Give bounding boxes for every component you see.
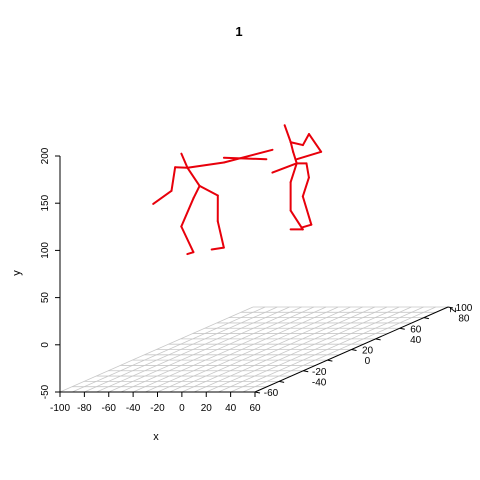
figure-segment [222, 156, 268, 161]
figure-segment [186, 161, 225, 169]
figure-segment [170, 166, 177, 192]
z-tick-label: 80 [458, 314, 470, 325]
figure-lines [152, 124, 323, 256]
x-axis-label: x [153, 431, 159, 443]
figure-segment [271, 162, 298, 174]
x-tick-label: 20 [201, 403, 213, 414]
z-tick-label: -60 [264, 388, 279, 399]
figure-segment [301, 176, 310, 198]
y-tick-label: 50 [40, 292, 51, 304]
z-tick-mark [327, 359, 333, 362]
figure-segment [198, 184, 219, 197]
z-tick-label: 20 [362, 346, 374, 357]
figure-segment [174, 166, 189, 169]
z-tick-label: 40 [410, 335, 422, 346]
figure-segment [180, 197, 195, 228]
z-tick-mark [303, 370, 309, 373]
x-tick-label: -100 [50, 403, 70, 414]
floor-grid [59, 306, 449, 393]
z-tick-mark [447, 306, 454, 309]
z-tick-mark [351, 349, 357, 351]
figure-segment [307, 133, 323, 153]
z-tick-label: 100 [456, 303, 473, 314]
figure-segment [210, 246, 225, 251]
figure-segment [289, 141, 304, 147]
figure-segment [289, 162, 298, 184]
z-tick-mark [375, 338, 381, 341]
figure-segment [152, 189, 173, 205]
x-tick-label: 60 [249, 403, 261, 414]
figure-segment [186, 251, 195, 256]
x-tick-label: -20 [150, 403, 165, 414]
figure-segment [180, 225, 195, 254]
z-tick-mark [399, 327, 405, 330]
x-tick-label: -80 [77, 403, 92, 414]
z-tick-label: 0 [365, 356, 371, 367]
figure-segment [292, 150, 298, 165]
z-tick-label: -40 [312, 377, 327, 388]
x-tick-label: 0 [179, 403, 185, 414]
z-tick-mark [279, 380, 285, 383]
figure-segment [305, 162, 310, 179]
z-tick-mark [423, 317, 429, 320]
x-tick-label: -40 [126, 403, 141, 414]
figure-segment [180, 152, 189, 169]
y-axis-label: y [11, 270, 23, 276]
figure-segment [283, 124, 292, 144]
x-tick-label: -60 [102, 403, 117, 414]
figure-segment [186, 166, 201, 187]
figure-segment [289, 209, 304, 231]
z-axis-label: z [447, 307, 459, 313]
figure-segment [301, 133, 310, 147]
figure-segment [222, 148, 274, 164]
figure-segment [300, 223, 313, 229]
z-tick-mark [254, 391, 261, 394]
x-tick-label: 40 [225, 403, 237, 414]
y-tick-label: 200 [40, 147, 51, 164]
axes [55, 155, 454, 397]
z-tick-label: -20 [312, 367, 327, 378]
figure-segment [289, 141, 295, 153]
chart-title: 1 [235, 24, 242, 39]
tick-labels: -100 -80 -60 -40 -20 0 20 40 60-50050100150200-6… [40, 147, 473, 414]
z-tick-label: 60 [410, 324, 422, 335]
figure-segment [295, 150, 323, 161]
y-tick-label: -50 [40, 384, 51, 399]
y-tick-label: 100 [40, 242, 51, 259]
figure-segment [192, 184, 201, 200]
y-tick-label: 150 [40, 194, 51, 211]
figure-segment [216, 220, 225, 249]
figure-segment [301, 195, 313, 226]
y-tick-label: 0 [40, 342, 51, 348]
